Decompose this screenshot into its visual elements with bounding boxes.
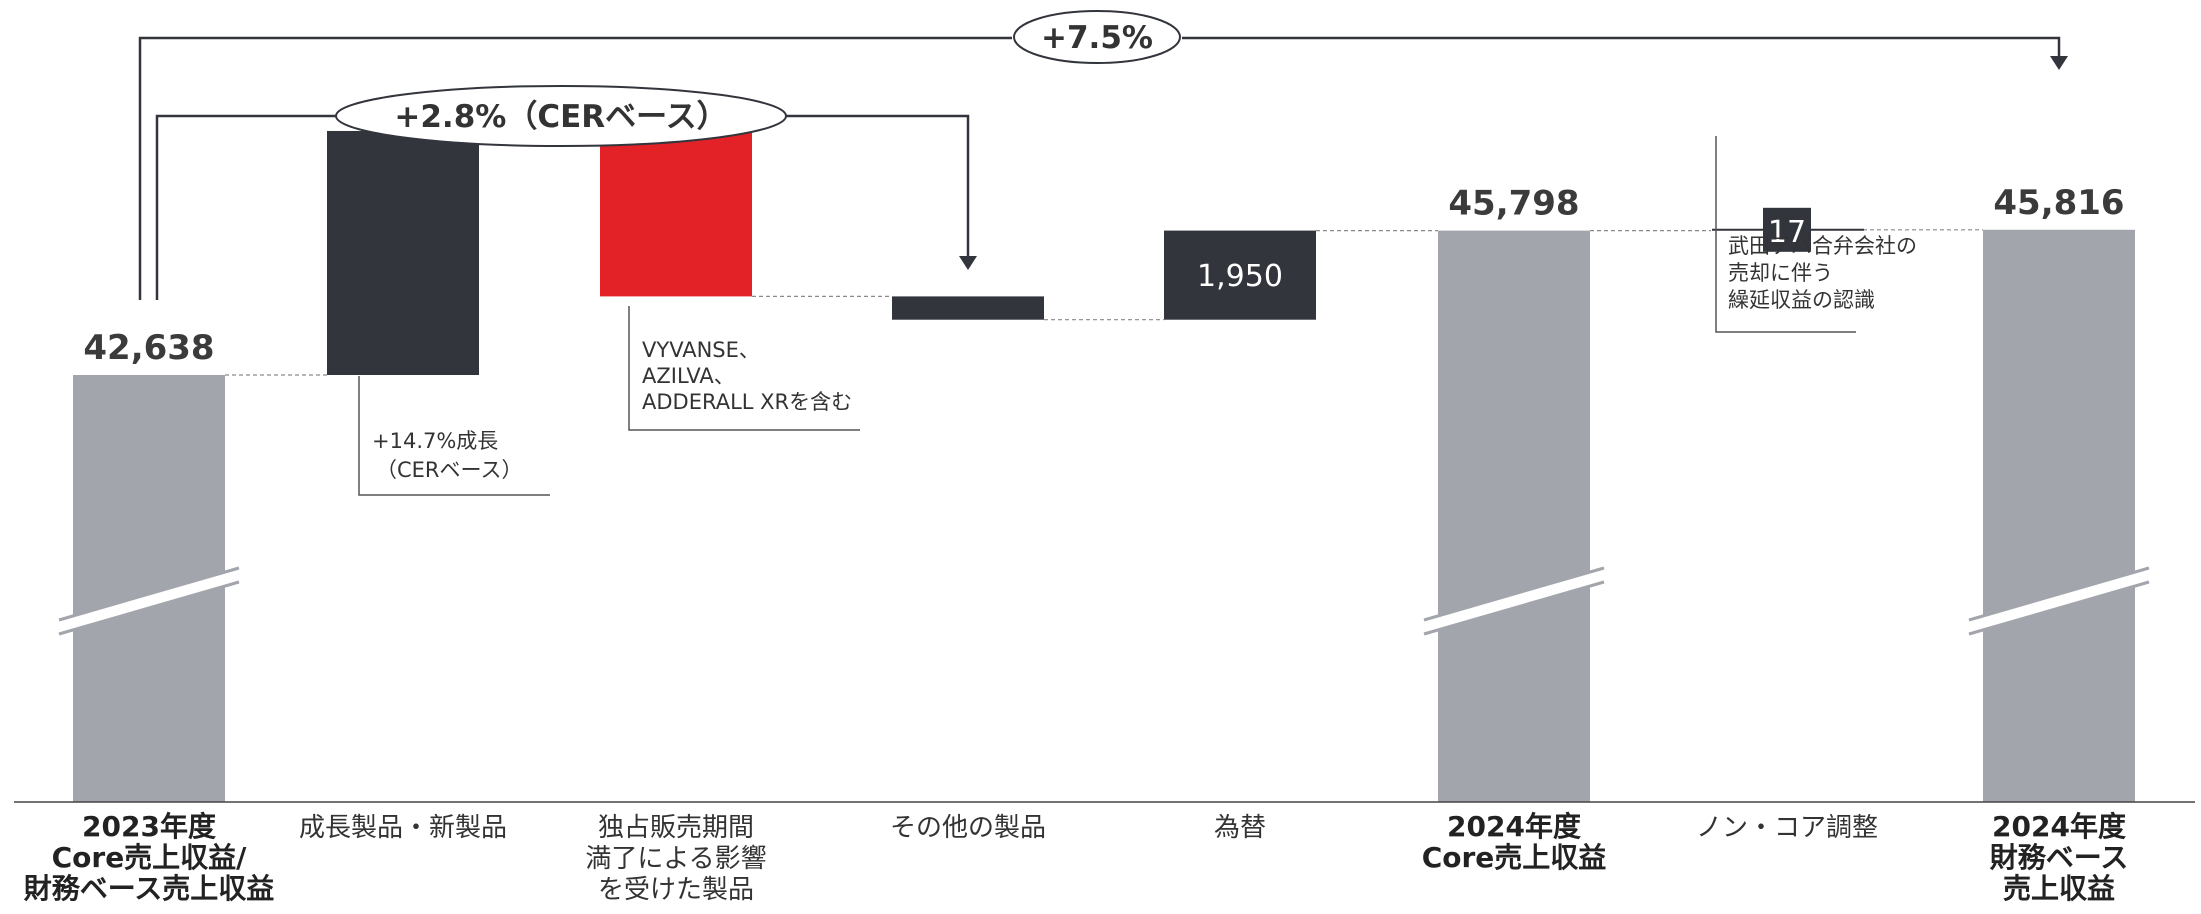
connector-lines xyxy=(225,130,1983,376)
arrow-cer-left xyxy=(155,114,336,300)
x-tick-label-0: 2023年度 xyxy=(82,810,216,843)
growth-arrows: +7.5% +2.8%（CERベース） xyxy=(138,10,2068,300)
label-2024-financial: 45,816 xyxy=(1993,183,2124,223)
bar-5 xyxy=(1438,230,1590,802)
axis-breaks xyxy=(58,566,2150,636)
bar-1 xyxy=(327,130,479,375)
label-fx: 1,950 xyxy=(1197,259,1283,294)
x-tick-label-2: を受けた製品 xyxy=(598,875,754,905)
x-tick-label-4: 為替 xyxy=(1214,813,1266,843)
note-loe-products: VYVANSE、 xyxy=(642,338,760,362)
x-tick-label-2: 満了による影響 xyxy=(585,844,766,874)
x-tick-label-3: その他の製品 xyxy=(890,813,1046,843)
pill-cer xyxy=(335,85,787,147)
note-non-core: 繰延収益の認識 xyxy=(1728,288,1875,312)
note-growth-products: +14.7%成長 xyxy=(372,429,498,453)
break-line-5 xyxy=(1423,580,1605,636)
x-tick-label-7: 売上収益 xyxy=(2003,872,2115,905)
bars xyxy=(73,130,2135,803)
break-gap-0 xyxy=(59,568,239,634)
callout-loe xyxy=(628,306,860,431)
bar-3 xyxy=(892,296,1044,320)
bar-4 xyxy=(1164,230,1316,320)
label-2023: 42,638 xyxy=(83,328,214,368)
data-labels: 17 42,638 45,798 45,816 1,950 xyxy=(83,183,2124,368)
arrow-cer-head xyxy=(959,256,977,270)
annotations: +14.7%成長 （CERベース） VYVANSE、AZILVA、ADDERALL … xyxy=(358,136,1917,496)
x-tick-label-0: 財務ベース売上収益 xyxy=(24,872,275,905)
x-tick-label-7: 2024年度 xyxy=(1992,810,2126,843)
break-line-0 xyxy=(58,566,240,622)
note-loe-products: AZILVA、 xyxy=(642,364,735,388)
label-non-core: 17 xyxy=(1768,215,1806,250)
bar-2 xyxy=(600,130,752,297)
growth-total-label: +7.5% xyxy=(1041,20,1153,56)
x-tick-label-0: Core売上収益/ xyxy=(52,841,248,874)
break-line-5 xyxy=(1423,566,1605,622)
callout-growth xyxy=(358,376,550,496)
x-tick-label-7: 財務ベース xyxy=(1990,841,2129,874)
x-tick-label-6: ノン・コア調整 xyxy=(1696,813,1878,843)
label-2024-core: 45,798 xyxy=(1448,184,1579,224)
bar-7 xyxy=(1983,229,2135,803)
break-gap-5 xyxy=(1424,568,1604,634)
arrow-cer-right xyxy=(786,114,970,258)
x-tick-label-1: 成長製品・新製品 xyxy=(299,813,507,843)
note-non-core: 売却に伴う xyxy=(1728,261,1833,285)
break-line-7 xyxy=(1968,580,2150,636)
x-tick-label-5: Core売上収益 xyxy=(1422,841,1607,874)
arrow-total-right xyxy=(1182,36,2061,58)
pill-total xyxy=(1013,10,1181,64)
note-growth-products: （CERベース） xyxy=(376,458,522,482)
arrow-total-head xyxy=(2050,56,2068,70)
x-tick-label-5: 2024年度 xyxy=(1447,810,1581,843)
note-loe-products: ADDERALL XRを含む xyxy=(642,390,852,414)
growth-cer-label: +2.8%（CERベース） xyxy=(394,99,727,135)
callout-non-core xyxy=(1715,136,1856,333)
note-non-core: 武田テバ合弁会社の xyxy=(1728,234,1917,258)
break-line-0 xyxy=(58,580,240,636)
break-line-7 xyxy=(1968,566,2150,622)
x-tick-label-2: 独占販売期間 xyxy=(598,813,754,843)
arrow-total-left xyxy=(138,36,1012,300)
bar-6 xyxy=(1763,207,1811,252)
break-gap-7 xyxy=(1969,568,2149,634)
